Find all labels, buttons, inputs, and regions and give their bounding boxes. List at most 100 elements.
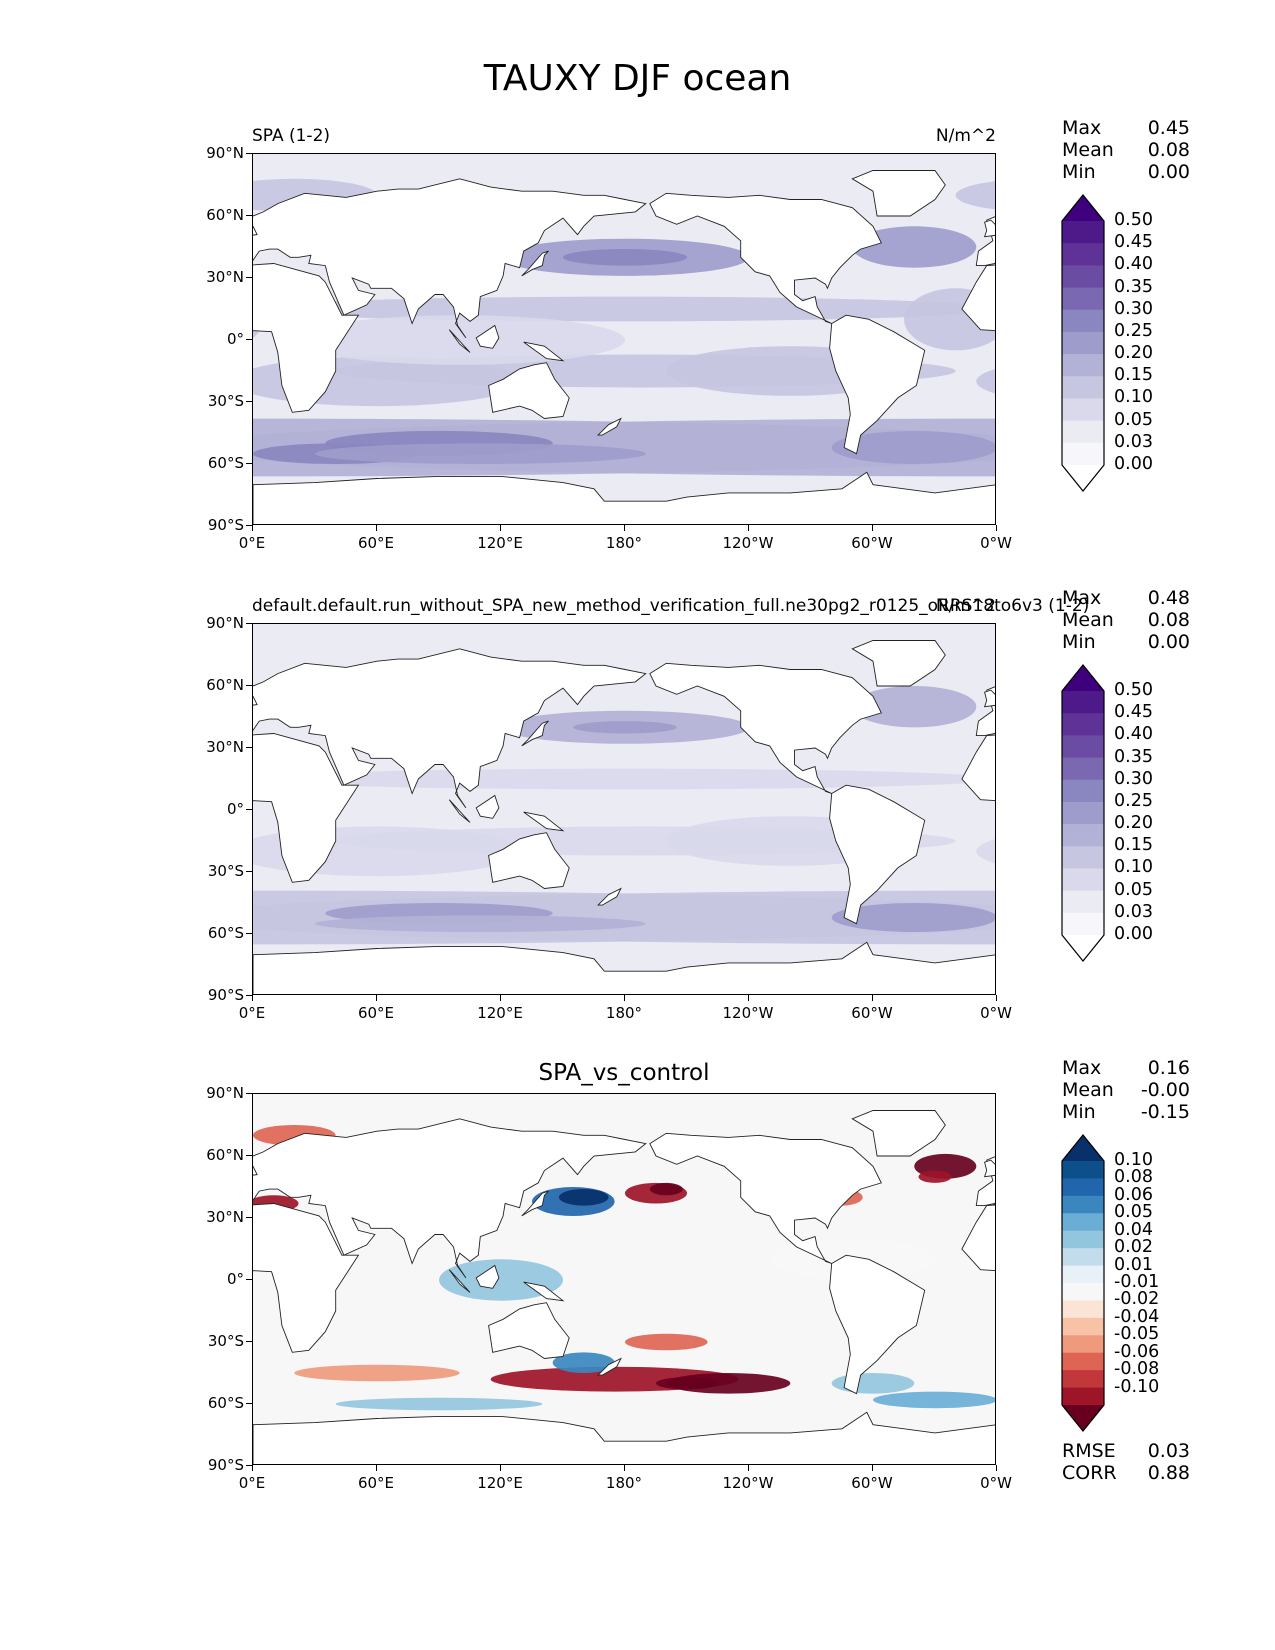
- lon-tick: [872, 1465, 874, 1471]
- figure-title: TAUXY DJF ocean: [483, 58, 792, 99]
- lon-tick-label: 60°E: [357, 534, 395, 552]
- lat-tick-label: 30°S: [207, 392, 244, 410]
- lat-tick-label: 60°S: [207, 924, 244, 942]
- map-field: [253, 154, 995, 524]
- lon-tick-label: 120°E: [477, 1474, 523, 1492]
- panel-title-left: SPA (1-2): [252, 126, 331, 146]
- colorbar-tick-label: -0.05: [1114, 1324, 1160, 1345]
- coastline: [523, 1281, 565, 1302]
- colorbar-segment: [1062, 691, 1104, 714]
- lon-tick: [252, 1465, 254, 1471]
- stat-value-min: 0.00: [1147, 161, 1190, 183]
- lon-tick: [872, 995, 874, 1001]
- field-contour: [852, 226, 977, 268]
- stat-value-max: 0.45: [1147, 117, 1190, 139]
- lat-tick: [246, 809, 252, 811]
- coastline: [475, 794, 500, 819]
- lon-tick-label: 60°W: [851, 534, 893, 552]
- coastline: [253, 648, 647, 809]
- colorbar-segment: [1062, 801, 1104, 825]
- lon-tick: [624, 1465, 626, 1471]
- coastline: [961, 1204, 995, 1271]
- lon-tick: [748, 995, 750, 1001]
- stat-label-mean: Mean: [1062, 139, 1114, 161]
- coastline: [829, 784, 926, 925]
- lat-tick-label: 60°N: [206, 206, 244, 224]
- lat-tick: [246, 215, 252, 217]
- lon-tick-label: 0°E: [238, 534, 266, 552]
- lon-tick-label: 60°E: [357, 1004, 395, 1022]
- coastline: [475, 324, 500, 349]
- colorbar-tick-label: 0.25: [1114, 320, 1153, 341]
- colorbar-segment: [1062, 846, 1104, 870]
- colorbar-segment: [1062, 265, 1104, 289]
- lon-tick: [376, 1465, 378, 1471]
- colorbar-segment: [1062, 1265, 1104, 1284]
- coastline: [851, 640, 946, 687]
- coastline: [253, 695, 258, 706]
- stat-label-min: Min: [1062, 161, 1096, 183]
- lon-tick: [624, 525, 626, 531]
- field-contour: [552, 1352, 615, 1373]
- colorbar-tick-label: 0.30: [1114, 768, 1153, 789]
- lat-tick: [246, 871, 252, 873]
- stat-value-max: 0.48: [1147, 587, 1190, 609]
- panel-units: N/m^2: [935, 126, 996, 146]
- lon-tick-label: 0°W: [980, 534, 1012, 552]
- colorbar-tick-label: 0.20: [1114, 813, 1153, 834]
- lon-tick-label: 0°W: [980, 1474, 1012, 1492]
- colorbar-tick-label: -0.06: [1114, 1341, 1160, 1362]
- field-contour: [918, 1170, 952, 1183]
- field-contour: [573, 721, 677, 734]
- coastline: [475, 1264, 500, 1289]
- lat-tick-label: 30°N: [206, 738, 244, 756]
- coastline: [253, 1118, 647, 1279]
- lon-tick: [996, 525, 998, 531]
- colorbar-segment: [1062, 1370, 1104, 1389]
- colorbar-tick-label: 0.02: [1114, 1237, 1153, 1258]
- field-contour: [831, 431, 995, 464]
- field-contour: [873, 1391, 995, 1409]
- colorbar-extend-bottom: [1062, 935, 1104, 961]
- colorbar-tick-label: 0.35: [1114, 746, 1153, 767]
- lon-tick: [748, 525, 750, 531]
- colorbar: [1061, 194, 1105, 492]
- coastline: [983, 689, 995, 708]
- colorbar-extend-top: [1062, 1135, 1104, 1161]
- field-contour: [955, 181, 995, 210]
- coastline: [488, 362, 570, 419]
- coastline: [521, 250, 549, 277]
- colorbar-segment: [1062, 757, 1104, 781]
- map-panel-1: [252, 153, 996, 525]
- field-contour: [315, 443, 646, 465]
- stat-value-mean: 0.08: [1147, 139, 1190, 161]
- colorbar-tick-label: 0.05: [1114, 879, 1153, 900]
- colorbar-segment: [1062, 331, 1104, 355]
- coastline: [597, 1357, 622, 1376]
- colorbar-segment: [1062, 420, 1104, 444]
- colorbar-tick-label: 0.50: [1114, 210, 1153, 230]
- colorbar-tick-label: -0.08: [1114, 1359, 1160, 1380]
- coastline: [253, 1411, 995, 1464]
- colorbar: [1061, 1134, 1105, 1432]
- colorbar-tick-label: 0.15: [1114, 365, 1153, 386]
- lat-tick-label: 30°S: [207, 862, 244, 880]
- coastline: [253, 471, 995, 524]
- field-contour: [563, 249, 687, 266]
- lon-tick: [500, 1465, 502, 1471]
- coastline: [253, 1165, 258, 1176]
- colorbar-tick-label: 0.08: [1114, 1167, 1153, 1188]
- metric-label-corr: CORR: [1062, 1462, 1117, 1484]
- colorbar-tick-label: 0.45: [1114, 702, 1153, 723]
- field-contour: [335, 1397, 543, 1411]
- colorbar-segment: [1062, 354, 1104, 377]
- stat-label-mean: Mean: [1062, 609, 1114, 631]
- colorbar-tick-label: 0.50: [1114, 680, 1153, 700]
- coastline: [851, 1110, 946, 1157]
- lat-tick: [246, 153, 252, 155]
- colorbar-extend-top: [1062, 195, 1104, 221]
- coastline: [253, 225, 258, 236]
- coastline: [649, 662, 882, 794]
- panel-title-center: SPA_vs_control: [538, 1060, 710, 1086]
- coastline: [851, 170, 946, 217]
